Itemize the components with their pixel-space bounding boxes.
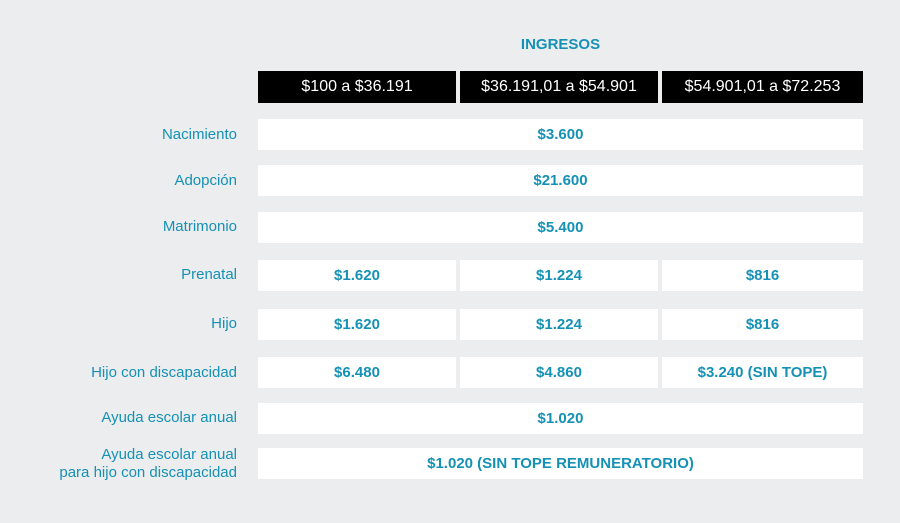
- value-hijo-discapacidad-2: $4.860: [460, 357, 658, 388]
- column-header-3: $54.901,01 a $72.253: [662, 71, 863, 103]
- row-label-hijo: Hijo: [211, 315, 237, 332]
- row-label-matrimonio: Matrimonio: [162, 218, 237, 235]
- row-label-ayuda-escolar-discapacidad: Ayuda escolar anual para hijo con discap…: [0, 446, 237, 482]
- row-label-hijo-discapacidad: Hijo con discapacidad: [91, 364, 237, 381]
- value-hijo-3: $816: [662, 309, 863, 340]
- column-header-1: $100 a $36.191: [258, 71, 456, 103]
- value-hijo-discapacidad-3: $3.240 (SIN TOPE): [662, 357, 863, 388]
- value-hijo-1: $1.620: [258, 309, 456, 340]
- row-label-nacimiento: Nacimiento: [161, 126, 237, 143]
- table-title: INGRESOS: [520, 36, 601, 53]
- value-ayuda-escolar: $1.020: [258, 403, 863, 434]
- row-label-ayuda-escolar: Ayuda escolar anual: [101, 409, 237, 426]
- row-label-adopcion: Adopción: [174, 172, 237, 189]
- value-hijo-2: $1.224: [460, 309, 658, 340]
- value-nacimiento: $3.600: [258, 119, 863, 150]
- value-prenatal-1: $1.620: [258, 260, 456, 291]
- value-ayuda-escolar-discapacidad: $1.020 (SIN TOPE REMUNERATORIO): [258, 448, 863, 479]
- value-matrimonio: $5.400: [258, 212, 863, 243]
- row-label-line-2: para hijo con discapacidad: [59, 464, 237, 481]
- column-header-2: $36.191,01 a $54.901: [460, 71, 658, 103]
- row-label-line-1: Ayuda escolar anual: [101, 446, 237, 463]
- row-label-prenatal: Prenatal: [181, 266, 237, 283]
- value-prenatal-2: $1.224: [460, 260, 658, 291]
- value-adopcion: $21.600: [258, 165, 863, 196]
- value-hijo-discapacidad-1: $6.480: [258, 357, 456, 388]
- value-prenatal-3: $816: [662, 260, 863, 291]
